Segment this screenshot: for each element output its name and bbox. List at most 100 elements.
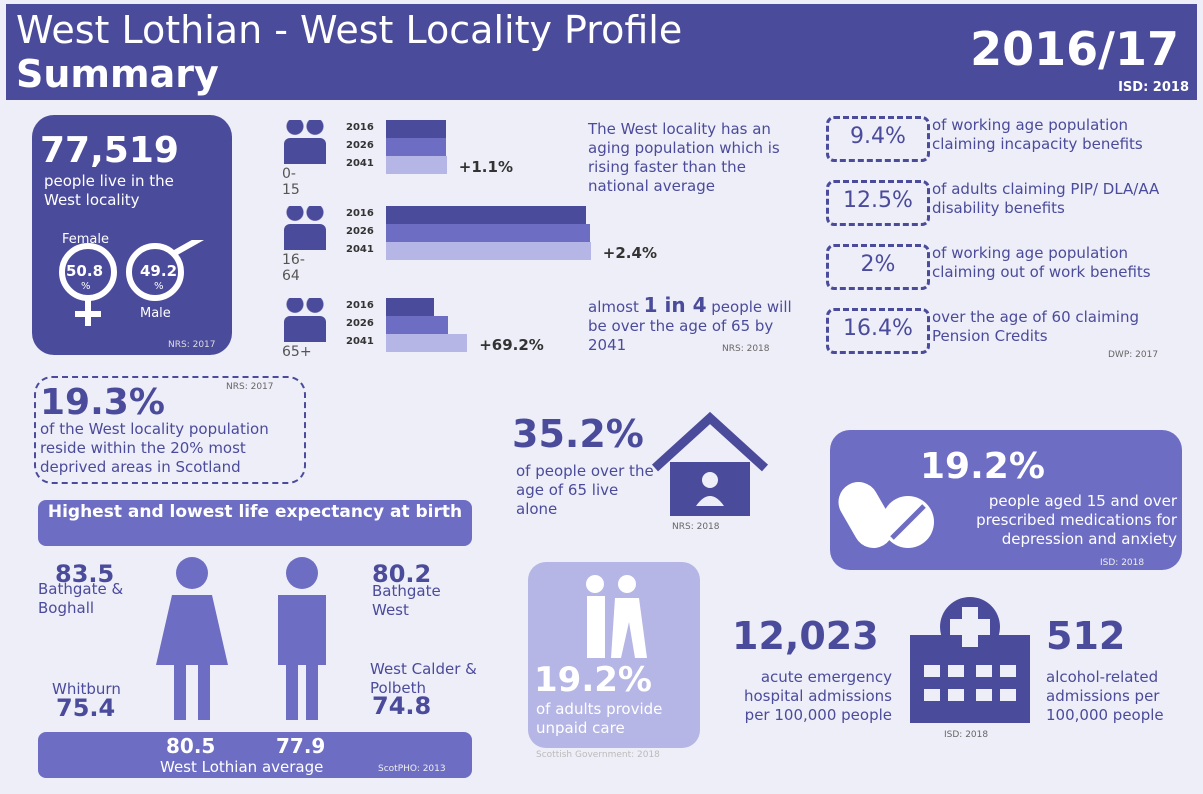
avg-label: West Lothian average	[160, 758, 324, 776]
age-note: The West locality has an aging populatio…	[588, 120, 780, 195]
bar	[386, 138, 446, 156]
population-box	[32, 115, 232, 355]
benefit-value: 16.4%	[843, 316, 913, 341]
year-label: 2041	[346, 336, 374, 347]
alone-value: 35.2%	[512, 412, 644, 456]
title: West Lothian - West Locality Profile	[16, 8, 683, 52]
over65-text: almost 1 in 4 people will be over the ag…	[588, 295, 798, 355]
bar	[386, 334, 468, 352]
benefit-box	[826, 308, 930, 354]
medication-box	[830, 430, 1182, 570]
header-band	[6, 4, 1197, 100]
male-low-value: 74.8	[372, 692, 432, 720]
emergency-value: 12,023	[732, 614, 879, 658]
male-avg: 77.9	[276, 734, 326, 758]
deprived-box	[34, 376, 306, 484]
benefits-source: DWP: 2017	[1108, 350, 1159, 360]
deprived-source: NRS: 2017	[226, 382, 274, 392]
over65-post: people will be over the age of 65 by 204…	[588, 298, 792, 354]
carers-source: Scottish Government: 2018	[536, 750, 660, 760]
population-value: 77,519	[40, 130, 179, 171]
benefit-text: of working age population claiming out o…	[932, 244, 1151, 281]
benefit-value: 2%	[860, 252, 896, 277]
age-group-label: 0-15	[282, 166, 300, 198]
male-low-place: West Calder & Polbeth	[370, 660, 477, 697]
carers-icon	[586, 575, 647, 658]
alone-text: of people over the age of 65 live alone	[516, 462, 654, 518]
female-label: Female	[62, 232, 110, 247]
year-label: 2016	[346, 300, 374, 311]
age-group-body	[284, 224, 326, 250]
alcohol-text: alcohol-related admissions per 100,000 p…	[1046, 668, 1164, 724]
emergency-text: acute emergency hospital admissions per …	[744, 668, 892, 724]
year-label: 2026	[346, 140, 374, 151]
age-group-body	[284, 316, 326, 342]
female-low-place: Whitburn	[52, 680, 121, 698]
change-label: +2.4%	[602, 244, 657, 262]
pill-icon	[838, 482, 934, 548]
medication-value: 19.2%	[920, 446, 1045, 487]
bar	[386, 224, 590, 242]
population-text: people live in the West locality	[44, 172, 174, 209]
life-source: ScotPHO: 2013	[378, 764, 446, 774]
hospital-source: ISD: 2018	[944, 730, 989, 740]
male-high-place: Bathgate West	[372, 582, 441, 619]
hospital-icon	[910, 597, 1030, 723]
people-icons	[156, 557, 326, 720]
female-percent: %	[81, 281, 91, 292]
header-source: ISD: 2018	[1118, 80, 1189, 95]
over65-pre: almost	[588, 298, 639, 316]
female-low-value: 75.4	[56, 694, 116, 722]
female-value: 50.8	[66, 262, 104, 280]
benefit-value: 12.5%	[843, 188, 913, 213]
bar	[386, 206, 586, 224]
bar	[386, 242, 591, 260]
male-value: 49.2	[140, 262, 178, 280]
deprived-value: 19.3%	[40, 382, 165, 423]
year: 2016/17	[970, 22, 1179, 76]
bar	[386, 156, 447, 174]
year-label: 2016	[346, 122, 374, 133]
medication-source: ISD: 2018	[1100, 558, 1145, 568]
bar	[386, 298, 434, 316]
year-label: 2016	[346, 208, 374, 219]
alcohol-value: 512	[1046, 614, 1126, 658]
year-label: 2026	[346, 318, 374, 329]
change-label: +1.1%	[458, 158, 513, 176]
benefit-text: of adults claiming PIP/ DLA/AA disabilit…	[932, 180, 1160, 217]
avg-band	[38, 732, 472, 778]
gender-icons	[59, 240, 205, 326]
year-label: 2041	[346, 244, 374, 255]
deprived-text: of the West locality population reside w…	[40, 420, 269, 476]
benefit-box	[826, 180, 930, 226]
female-avg: 80.5	[166, 734, 216, 758]
benefit-box	[826, 116, 930, 162]
year-label: 2041	[346, 158, 374, 169]
life-title-band	[38, 500, 472, 546]
age-group-body	[284, 138, 326, 164]
age-source: NRS: 2018	[722, 344, 770, 354]
carers-text: of adults provide unpaid care	[536, 700, 663, 737]
bar	[386, 120, 446, 138]
age-group-label: 16-64	[282, 252, 305, 284]
population-source: NRS: 2017	[168, 340, 216, 350]
bar	[386, 316, 448, 334]
benefit-text: over the age of 60 claiming Pension Cred…	[932, 308, 1139, 345]
benefit-box	[826, 244, 930, 290]
male-label: Male	[140, 306, 171, 321]
male-high-value: 80.2	[372, 560, 432, 588]
life-title: Highest and lowest life expectancy at bi…	[47, 502, 463, 522]
benefit-text: of working age population claiming incap…	[932, 116, 1143, 153]
female-high-value: 83.5	[55, 560, 115, 588]
male-percent: %	[154, 281, 164, 292]
benefit-value: 9.4%	[850, 124, 906, 149]
medication-text: people aged 15 and over prescribed medic…	[976, 492, 1177, 548]
female-high-place: Bathgate & Boghall	[38, 580, 124, 617]
house-icon	[651, 411, 769, 516]
alone-source: NRS: 2018	[672, 522, 720, 532]
age-group-label: 65+	[282, 344, 312, 360]
subtitle: Summary	[16, 52, 219, 96]
year-label: 2026	[346, 226, 374, 237]
carers-value: 19.2%	[534, 660, 652, 700]
